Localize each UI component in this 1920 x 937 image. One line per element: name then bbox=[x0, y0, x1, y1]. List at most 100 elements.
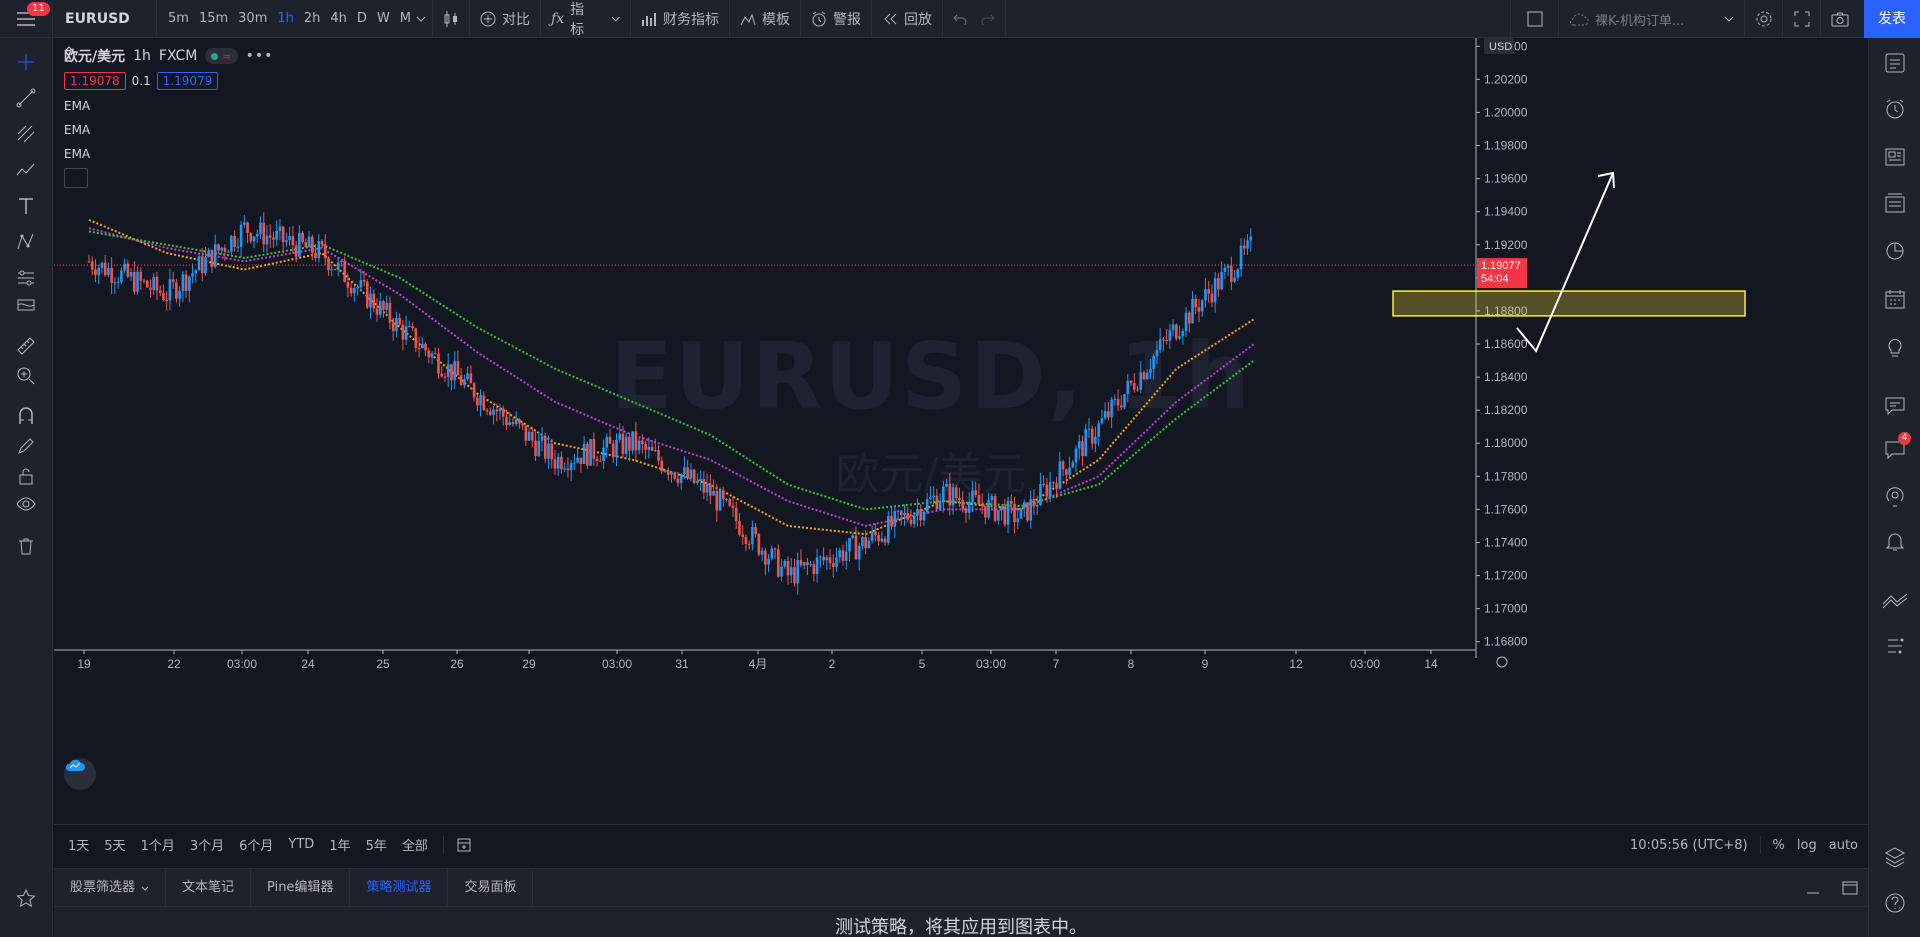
tab-pine-editor[interactable]: Pine编辑器 bbox=[251, 869, 351, 907]
fib-tool[interactable] bbox=[14, 122, 38, 146]
indicators-button[interactable]: ƒx 指标 bbox=[541, 0, 632, 38]
remove-drawings-tool[interactable] bbox=[14, 534, 38, 558]
watchlist-button[interactable] bbox=[1882, 50, 1908, 76]
interval-5m[interactable]: 5m bbox=[168, 11, 189, 26]
indicator-ema-3[interactable]: EMA bbox=[64, 147, 91, 161]
hotlists-button[interactable] bbox=[1882, 190, 1908, 216]
minimize-icon[interactable] bbox=[1806, 881, 1820, 895]
chart-type-button[interactable] bbox=[433, 0, 471, 38]
notifications-button[interactable] bbox=[1882, 528, 1908, 554]
snapshot-button[interactable] bbox=[1820, 0, 1858, 38]
fullscreen-button[interactable] bbox=[1782, 0, 1820, 38]
help-button[interactable] bbox=[1882, 890, 1908, 916]
order-panel-button[interactable] bbox=[1882, 588, 1908, 614]
text-tool[interactable] bbox=[14, 194, 38, 218]
tradingview-logo[interactable] bbox=[64, 758, 96, 790]
forecast-arrow[interactable] bbox=[1516, 172, 1614, 353]
candle-body bbox=[1029, 499, 1033, 521]
financials-button[interactable]: 财务指标 bbox=[631, 0, 731, 38]
redo-icon[interactable] bbox=[981, 13, 995, 25]
drawing-mode-tool[interactable] bbox=[14, 434, 38, 458]
ideas-button[interactable] bbox=[1882, 334, 1908, 360]
ema-line[interactable] bbox=[88, 230, 1255, 511]
current-price-tag[interactable] bbox=[1477, 258, 1527, 289]
interval-w[interactable]: W bbox=[376, 11, 390, 26]
range-1m[interactable]: 1个月 bbox=[140, 839, 175, 854]
collapse-legend-button[interactable] bbox=[64, 46, 88, 188]
pattern-tool[interactable] bbox=[14, 158, 38, 182]
templates-button[interactable]: 模板 bbox=[730, 0, 802, 38]
more-options-icon[interactable]: ••• bbox=[245, 48, 274, 64]
currency-badge[interactable]: USD bbox=[1489, 41, 1512, 53]
replay-button[interactable]: 回放 bbox=[872, 0, 944, 38]
symbol-legend[interactable]: 欧元/美元 1h FXCM ≈ ••• bbox=[64, 46, 273, 66]
layout-name-dropdown[interactable]: 裸K-机构订单... bbox=[1558, 0, 1744, 38]
tab-trading-panel[interactable]: 交易面板 bbox=[448, 869, 534, 907]
economic-calendar-button[interactable] bbox=[1882, 286, 1908, 312]
range-ytd[interactable]: YTD bbox=[288, 837, 315, 852]
lock-tool[interactable] bbox=[14, 464, 38, 488]
depth-button[interactable] bbox=[1882, 634, 1908, 660]
menu-button[interactable]: 11 bbox=[0, 0, 53, 38]
buy-price[interactable]: 1.19079 bbox=[156, 72, 219, 90]
indicator-ema-2[interactable]: EMA bbox=[64, 123, 91, 137]
compare-button[interactable]: 对比 bbox=[470, 0, 542, 38]
chevron-down-icon[interactable] bbox=[416, 16, 426, 22]
visibility-tool[interactable] bbox=[14, 492, 38, 516]
tab-text-notes[interactable]: 文本笔记 bbox=[166, 869, 252, 907]
auto-toggle[interactable]: auto bbox=[1828, 837, 1858, 853]
candle-body bbox=[1087, 428, 1091, 430]
interval-2h[interactable]: 2h bbox=[303, 11, 321, 26]
xabcd-tool[interactable] bbox=[14, 230, 38, 254]
maximize-icon[interactable] bbox=[1842, 881, 1858, 895]
layers-button[interactable] bbox=[1882, 844, 1908, 870]
calendar-button[interactable] bbox=[1882, 238, 1908, 264]
magnet-tool[interactable] bbox=[14, 404, 38, 428]
log-toggle[interactable]: log bbox=[1796, 837, 1817, 853]
market-status[interactable]: ≈ bbox=[205, 48, 238, 64]
ruler-tool[interactable] bbox=[14, 334, 38, 358]
range-3m[interactable]: 3个月 bbox=[189, 839, 225, 854]
chats-button[interactable] bbox=[1882, 392, 1908, 418]
interval-d[interactable]: D bbox=[356, 11, 367, 26]
goto-date-icon[interactable] bbox=[456, 837, 472, 853]
percent-toggle[interactable]: % bbox=[1772, 837, 1785, 853]
symbol-search[interactable]: EURUSD bbox=[53, 0, 157, 38]
layout-select-button[interactable] bbox=[1510, 0, 1558, 38]
interval-15m[interactable]: 15m bbox=[198, 11, 229, 26]
clock-time[interactable]: 10:05:56 (UTC+8) bbox=[1629, 837, 1748, 853]
alerts-button[interactable] bbox=[1882, 96, 1908, 122]
watchlist-star-tool[interactable] bbox=[14, 886, 38, 910]
interval-30m[interactable]: 30m bbox=[238, 11, 268, 26]
tab-strategy-tester[interactable]: 策略测试器 bbox=[350, 869, 449, 907]
settings-button[interactable] bbox=[1744, 0, 1782, 38]
icon-tool[interactable] bbox=[14, 294, 38, 318]
tab-stock-screener[interactable]: 股票筛选器 bbox=[54, 869, 167, 907]
indicator-ema-1[interactable]: EMA bbox=[64, 99, 91, 113]
range-5d[interactable]: 5天 bbox=[104, 839, 126, 854]
ema-line[interactable] bbox=[88, 218, 1255, 536]
interval-1h[interactable]: 1h bbox=[277, 11, 294, 26]
publish-button[interactable]: 发表 bbox=[1864, 0, 1920, 38]
messages-button[interactable]: 4 bbox=[1882, 432, 1911, 462]
range-6m[interactable]: 6个月 bbox=[239, 839, 274, 854]
zoom-tool[interactable] bbox=[14, 364, 38, 388]
data-window-button[interactable] bbox=[1882, 144, 1908, 170]
alert-button[interactable]: 警报 bbox=[801, 0, 873, 38]
range-1d[interactable]: 1天 bbox=[68, 839, 90, 854]
forecast-tool[interactable] bbox=[14, 266, 38, 290]
interval-m[interactable]: M bbox=[399, 11, 412, 26]
support-zone-rectangle[interactable] bbox=[1392, 290, 1746, 317]
interval-4h[interactable]: 4h bbox=[330, 11, 347, 26]
chart-pane[interactable]: EURUSD, 1h 欧元/美元 1.204001.202001.200001.… bbox=[54, 38, 1868, 824]
range-all[interactable]: 全部 bbox=[401, 839, 428, 854]
trend-line-tool[interactable] bbox=[14, 86, 38, 110]
price-chart[interactable]: 1.204001.202001.200001.198001.196001.194… bbox=[54, 38, 1868, 824]
range-5y[interactable]: 5年 bbox=[365, 839, 387, 854]
sell-price[interactable]: 1.19078 bbox=[64, 72, 126, 90]
range-1y[interactable]: 1年 bbox=[329, 839, 351, 854]
streams-button[interactable] bbox=[1882, 484, 1908, 510]
undo-icon[interactable] bbox=[953, 13, 967, 25]
axis-settings-icon[interactable] bbox=[1496, 656, 1508, 668]
crosshair-tool[interactable] bbox=[14, 50, 38, 74]
